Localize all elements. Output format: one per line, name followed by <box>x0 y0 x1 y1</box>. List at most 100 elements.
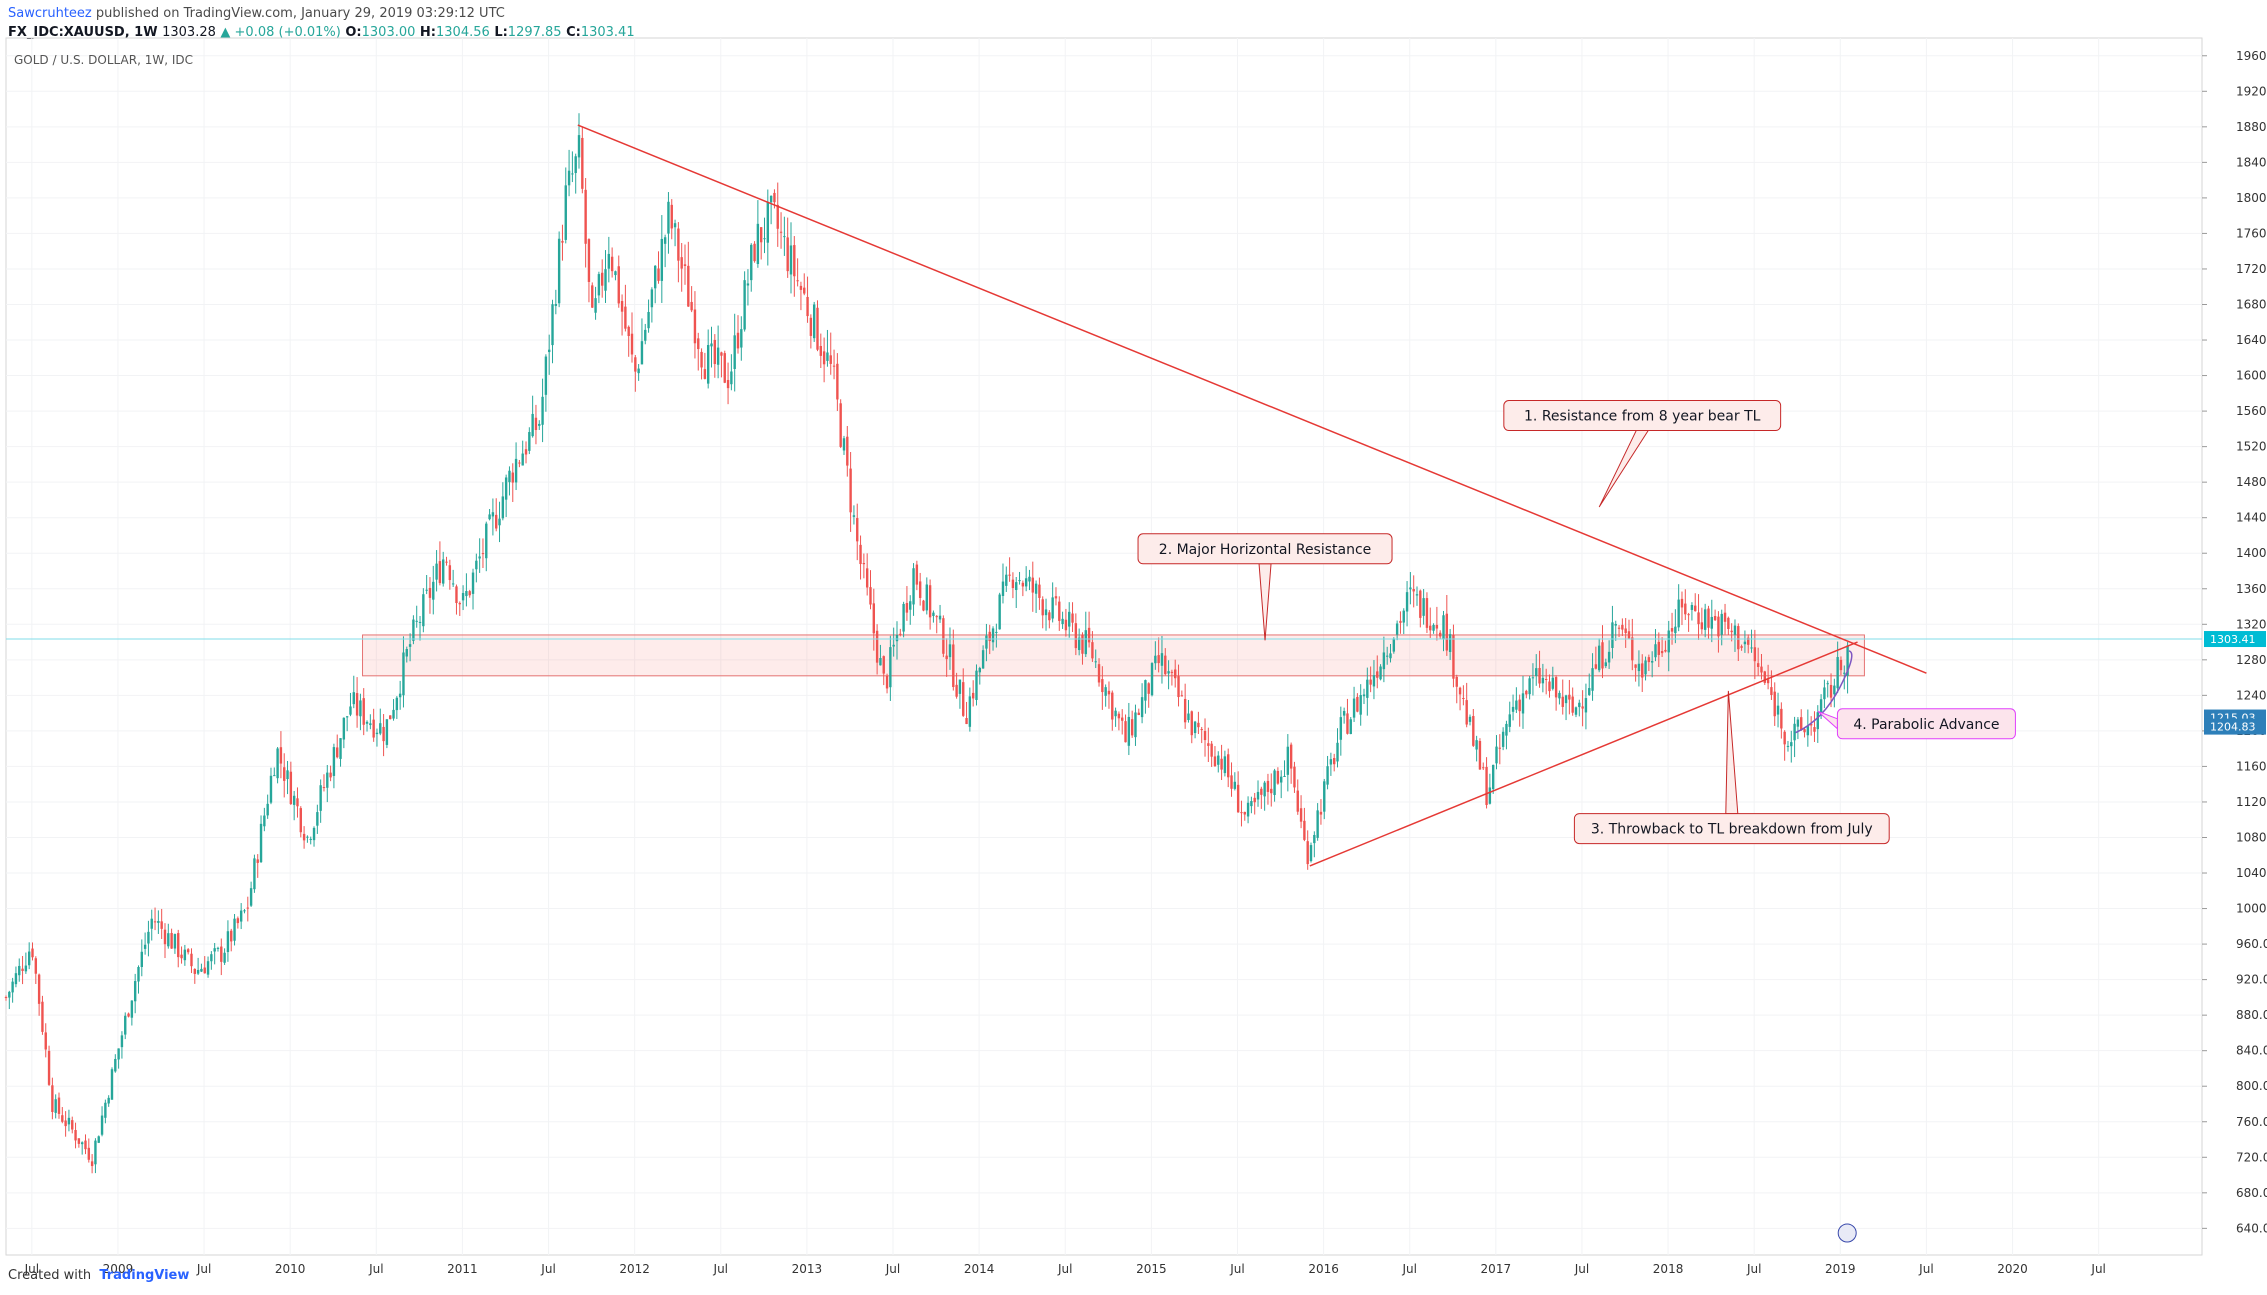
candle-body <box>534 417 538 431</box>
candle-body <box>620 301 624 312</box>
candle-body <box>375 732 379 735</box>
candle-body <box>607 253 611 269</box>
candle-body <box>256 859 259 863</box>
candle-body <box>1690 605 1694 610</box>
high-value: 1304.56 <box>436 25 490 40</box>
x-tick-label: 2010 <box>275 1262 306 1276</box>
candle-body <box>1230 775 1233 789</box>
candle-body <box>928 585 932 618</box>
candle-body <box>276 748 279 779</box>
candle-body <box>551 304 554 346</box>
candle-body <box>1836 656 1839 689</box>
candle-body <box>1766 679 1770 684</box>
candle-body <box>1843 672 1846 674</box>
candle-body <box>617 266 620 304</box>
candle-body <box>680 257 683 269</box>
close-value: 1303.41 <box>580 25 635 40</box>
candle-body <box>428 587 432 598</box>
y-tick-label: 1160.00 <box>2236 759 2267 773</box>
candle-body <box>1677 599 1680 628</box>
candle-body <box>342 717 346 740</box>
candle-body <box>332 747 336 776</box>
candle-body <box>610 256 614 272</box>
candle-body <box>170 933 173 949</box>
candle-body <box>94 1140 97 1165</box>
candle-body <box>975 670 978 701</box>
candle-body <box>110 1069 114 1100</box>
candle-body <box>1415 594 1419 596</box>
candle-body <box>614 271 617 276</box>
candle-body <box>1174 669 1177 679</box>
candle-body <box>531 413 534 437</box>
candle-body <box>1753 647 1757 662</box>
candle-body <box>1819 699 1823 716</box>
candle-body <box>415 620 418 622</box>
candle-body <box>1256 791 1260 800</box>
candle-body <box>836 363 839 400</box>
candle-body <box>1097 664 1101 683</box>
tradingview-logo[interactable]: TradingView <box>99 1268 190 1283</box>
candle-body <box>826 352 829 361</box>
candle-body <box>750 244 753 281</box>
candle-body <box>892 644 895 647</box>
callout-text: 1. Resistance from 8 year bear TL <box>1524 409 1761 425</box>
candle-body <box>302 833 306 841</box>
candle-body <box>1511 706 1515 712</box>
candle-body <box>1309 845 1313 862</box>
candle-body <box>1068 611 1071 627</box>
candle-body <box>905 602 909 613</box>
candle-body <box>34 958 38 974</box>
candle-body <box>51 1085 54 1113</box>
candle-body <box>604 269 607 291</box>
candle-body <box>352 692 355 705</box>
candle-body <box>1780 708 1783 729</box>
candle-body <box>1740 646 1743 648</box>
candle-body <box>395 697 399 711</box>
candle-body <box>41 1001 44 1032</box>
candle-body <box>1031 577 1034 593</box>
candle-body <box>1094 661 1097 663</box>
y-tick-label: 1640.00 <box>2236 333 2267 347</box>
candle-body <box>336 747 339 758</box>
candle-body <box>471 572 475 594</box>
candle-body <box>1200 729 1203 731</box>
candle-body <box>1813 727 1816 732</box>
candle-body <box>488 514 491 520</box>
candle-body <box>1273 770 1276 795</box>
candle-body <box>922 600 925 611</box>
candle-body <box>1160 653 1164 666</box>
candle-body <box>803 287 806 294</box>
candle-body <box>1829 684 1833 698</box>
chart-title: GOLD / U.S. DOLLAR, 1W, IDC <box>14 53 193 67</box>
candle-body <box>1594 664 1598 669</box>
candle-body <box>859 544 862 565</box>
last-price: 1303.28 <box>162 25 216 40</box>
y-tick-label: 840.00 <box>2236 1044 2267 1058</box>
candle-body <box>842 438 846 451</box>
candle-body <box>998 594 1001 630</box>
candle-body <box>624 306 627 329</box>
candle-body <box>528 432 531 451</box>
candle-body <box>312 827 316 841</box>
x-tick-label: 2015 <box>1136 1262 1167 1276</box>
plot-frame <box>5 37 2203 1256</box>
candle-body <box>902 603 905 632</box>
y-tick-label: 880.00 <box>2236 1008 2267 1022</box>
candle-body <box>713 339 717 365</box>
author-link[interactable]: Sawcruhteez <box>8 6 92 21</box>
candle-body <box>193 968 196 974</box>
candle-body <box>1240 812 1243 814</box>
candle-body <box>87 1147 91 1160</box>
y-tick-label: 1520.00 <box>2236 440 2267 454</box>
price-axis[interactable]: 640.00 680.00 720.00 760.00 800.00 840.00 880.… <box>2202 49 2267 1236</box>
candle-body <box>1846 645 1849 676</box>
callout-pointer <box>1598 430 1650 508</box>
y-tick-label: 960.00 <box>2236 937 2267 951</box>
candle-body <box>991 628 995 643</box>
candle-body <box>316 812 319 826</box>
candle-body <box>24 965 28 972</box>
time-axis[interactable]: Jul 2009 Jul 2010 Jul 2011 Jul 2012 Jul 2013 Jul 20… <box>24 1223 2106 1276</box>
candle-body <box>816 307 819 350</box>
candle-body <box>1303 820 1306 840</box>
